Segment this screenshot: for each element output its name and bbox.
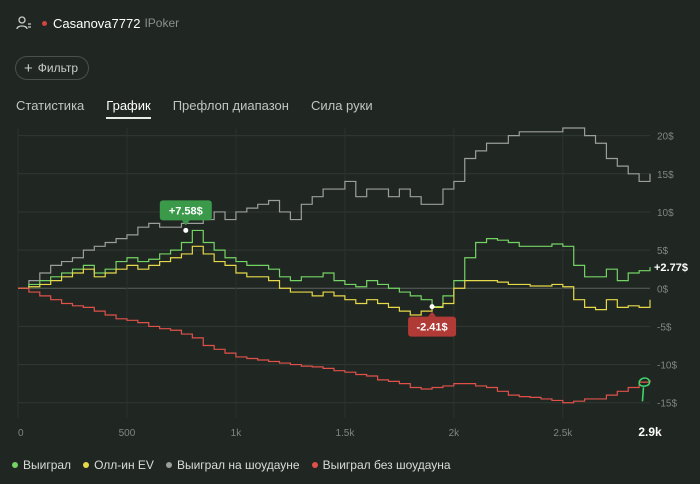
- series-line: [18, 229, 651, 308]
- tab-bar: Статистика График Префлоп диапазон Сила …: [16, 98, 395, 119]
- legend-swatch: [83, 462, 90, 468]
- legend-label: Выиграл: [23, 458, 72, 472]
- y-tick-label: -15$: [657, 399, 677, 410]
- tab-preflop-range[interactable]: Префлоп диапазон: [172, 98, 289, 113]
- x-tick-label: 2.5k: [553, 428, 573, 439]
- x-tick-label: 1k: [231, 428, 243, 439]
- y-tick-label: 20$: [657, 132, 674, 143]
- legend-swatch: [311, 462, 318, 468]
- legend-item-allin-ev[interactable]: Олл-ин EV: [83, 458, 154, 472]
- peak-label-arrow: [181, 220, 190, 226]
- x-tick-label: 2k: [449, 428, 461, 439]
- tab-statistics[interactable]: Статистика: [16, 98, 85, 113]
- room-name: IPoker: [144, 16, 180, 30]
- trough-label-arrow: [428, 311, 437, 317]
- username: Casanova7772: [53, 15, 141, 31]
- profit-chart: 20$ 15$ 10$ 5$ 0$ -5$ -10$ -15$ 0 500 1k 1.5k 2k 2.5k…: [17, 127, 688, 439]
- peak-marker: [183, 227, 189, 233]
- y-tick-label: 10$: [657, 208, 674, 219]
- plus-icon: +: [24, 59, 33, 77]
- x-tick-label: 0: [18, 428, 24, 439]
- series-line: [18, 245, 651, 316]
- user-settings-icon[interactable]: [16, 15, 32, 31]
- legend-label: Олл-ин EV: [94, 458, 154, 472]
- y-tick-label: 0$: [657, 284, 669, 295]
- status-dot-icon: [42, 20, 47, 26]
- filter-button-label: Фильтр: [37, 61, 79, 75]
- tab-hand-strength[interactable]: Сила руки: [310, 98, 373, 113]
- trough-label: -2.41$: [416, 322, 447, 334]
- pen-annotation-icon: [638, 377, 651, 402]
- y-tick-label: 15$: [657, 170, 674, 181]
- filter-button[interactable]: + Фильтр: [15, 56, 90, 80]
- legend-label: Выиграл на шоудауне: [176, 458, 300, 472]
- series-line: [18, 287, 651, 404]
- x-tick-label: 500: [119, 428, 136, 439]
- x-tick-label: 1.5k: [335, 428, 355, 439]
- legend-label: Выиграл без шоудауна: [322, 458, 451, 472]
- player-header: Casanova7772 IPoker: [16, 12, 179, 34]
- series-line: [18, 127, 651, 289]
- trough-marker: [429, 304, 435, 310]
- legend-swatch: [165, 462, 172, 468]
- final-value-label: +2.77$: [654, 262, 688, 274]
- peak-label-bg: [159, 200, 212, 221]
- y-tick-label: -5$: [657, 322, 672, 333]
- legend-item-non-showdown[interactable]: Выиграл без шоудауна: [311, 458, 451, 472]
- trough-label-bg: [408, 316, 457, 337]
- tab-graph[interactable]: График: [106, 98, 151, 119]
- peak-label: +7.58$: [169, 205, 203, 217]
- y-tick-label: -10$: [657, 361, 677, 372]
- chart-legend: Выиграл Олл-ин EV Выиграл на шоудауне Вы…: [12, 458, 463, 472]
- x-tick-label: 2.9k: [638, 425, 662, 439]
- legend-swatch: [12, 462, 18, 468]
- legend-item-won[interactable]: Выиграл: [12, 458, 71, 472]
- y-tick-label: 5$: [657, 246, 669, 257]
- legend-item-showdown[interactable]: Выиграл на шоудауне: [165, 458, 300, 472]
